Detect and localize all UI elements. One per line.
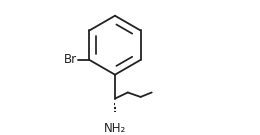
Text: Br: Br [64,53,77,66]
Text: NH₂: NH₂ [104,122,126,135]
